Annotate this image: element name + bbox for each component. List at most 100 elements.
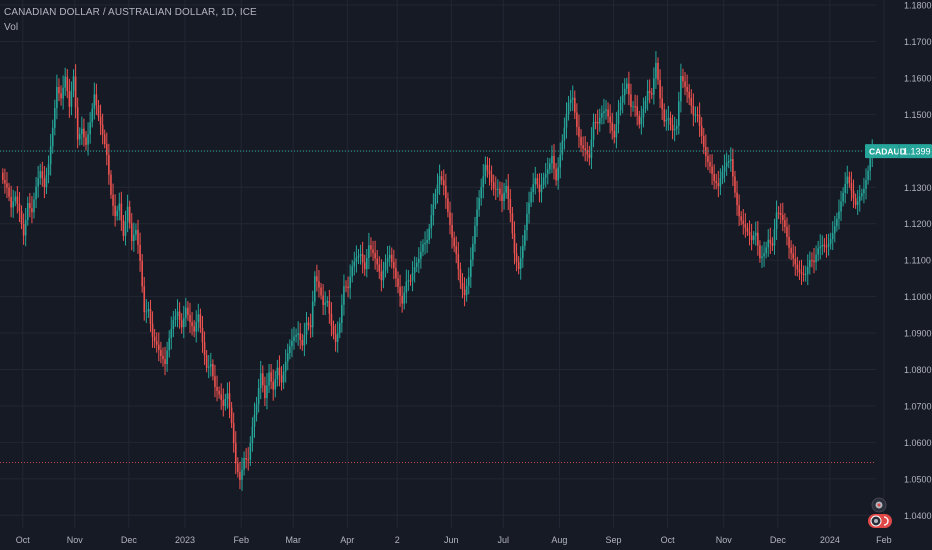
y-tick-label: 1.0700 [904,401,932,411]
candle-body [782,214,784,221]
candle-body [303,334,306,346]
candle-body [14,196,17,202]
candle-body [732,159,734,177]
candle-body [586,150,589,155]
candle-body [702,136,705,147]
y-tick-label: 1.1200 [904,219,932,229]
candle-body [334,334,337,342]
candle-body [151,323,154,337]
candle-body [470,259,472,277]
candle-body [692,105,695,116]
candle-body [328,300,331,314]
y-tick-label: 1.0600 [904,438,932,448]
candle-body [253,414,256,427]
candle-body [178,311,181,321]
candle-body [149,309,152,324]
candle-body [116,210,118,217]
candle-body [85,137,87,145]
candle-body [863,188,865,194]
candle-body [70,90,73,107]
candle-body [224,398,227,407]
candle-body [47,164,50,176]
replay-icon[interactable] [868,514,892,528]
candle-body [746,227,749,232]
candle-body [174,316,177,320]
candle-body [293,336,295,341]
candle-body [584,148,586,151]
candle-body [382,270,385,281]
candle-body [201,327,204,343]
candle-body [322,295,324,305]
candle-body [517,261,520,270]
candle-body [734,176,736,193]
candle-body [834,226,836,234]
candle-body [451,224,453,238]
candle-body [717,183,720,187]
candle-body [332,325,335,335]
candle-body [673,128,676,131]
candle-body [571,97,574,100]
candle-body [409,280,412,282]
candle-body [684,81,686,87]
candle-body [422,244,424,252]
candle-body [567,102,570,115]
candle-body [8,187,10,197]
y-tick-label: 1.1600 [904,73,932,83]
candle-body [172,319,175,329]
candle-body [130,223,133,242]
candle-body [700,125,703,137]
candle-body [472,243,474,260]
candle-body [316,276,318,282]
candle-body [505,186,507,193]
candle-body [386,258,389,263]
price-badge-symbol: CADAUD [869,147,906,157]
candle-body [840,201,842,212]
volume-indicator-label[interactable]: Vol [4,22,19,33]
candle-body [777,212,780,214]
symbol-title[interactable]: CANADIAN DOLLAR / AUSTRALIAN DOLLAR, 1D,… [4,7,257,18]
candle-body [559,154,562,168]
candle-body [752,235,755,241]
candle-body [621,95,624,103]
candle-body [644,100,647,109]
candle-body [806,266,809,274]
candle-body [66,76,69,92]
chart-legend: CANADIAN DOLLAR / AUSTRALIAN DOLLAR, 1D,… [4,5,257,35]
candle-body [524,230,526,246]
candle-body [565,114,568,128]
candle-body [497,188,499,190]
candle-body [819,246,822,249]
candle-body [513,233,516,254]
candle-body [698,114,701,126]
candle-body [60,93,62,99]
candle-body [353,261,356,267]
candle-body [771,243,774,246]
candle-body [742,220,745,225]
candle-body [858,196,861,202]
candle-body [205,355,208,368]
candle-body [284,361,287,372]
x-tick-label: Sep [606,535,622,545]
candle-body [721,171,724,179]
candle-body [401,295,403,304]
x-tick-label: 2 [395,535,400,545]
candle-body [380,271,383,281]
candle-body [821,244,824,247]
candle-body [648,90,651,94]
candle-body [58,87,60,94]
candle-body [262,373,264,386]
candle-body [626,83,628,89]
candle-body [794,258,797,265]
candle-body [220,394,222,400]
alert-icon[interactable] [871,497,887,513]
candle-body [305,322,308,335]
candle-body [727,161,730,163]
candle-body [494,188,497,190]
price-axis: 1.18001.17001.16001.15001.14001.13001.12… [904,1,932,521]
candle-body [501,194,503,202]
candle-body [397,278,399,287]
candle-body [709,161,711,167]
candle-body [228,393,231,408]
candle-body [49,146,52,165]
